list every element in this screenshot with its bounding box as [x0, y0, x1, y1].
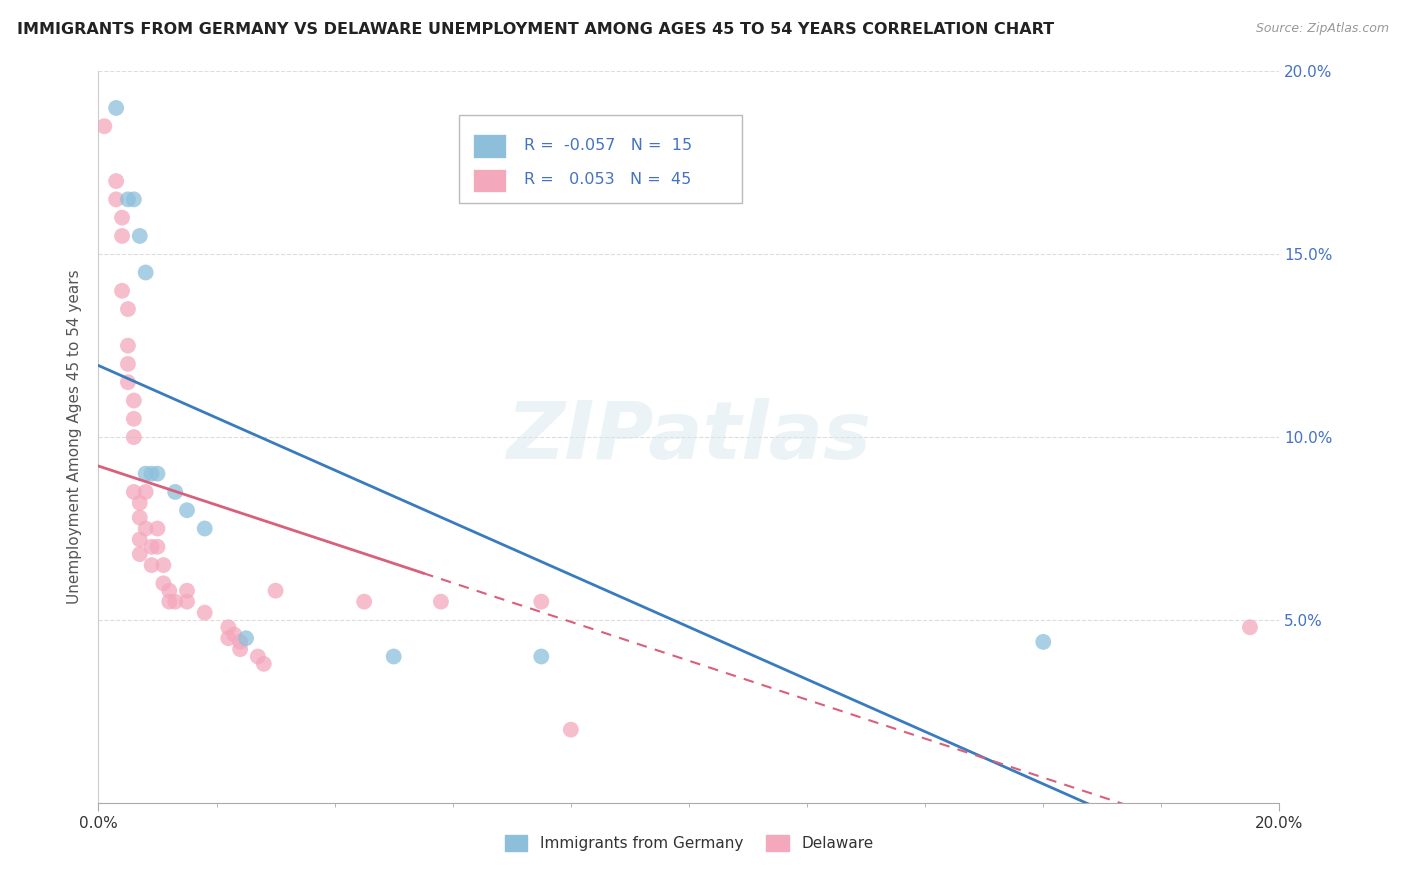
Point: [235, 632, 257, 646]
Point: [117, 301, 139, 317]
Point: [128, 547, 150, 561]
Point: [253, 657, 276, 671]
Point: [152, 558, 174, 573]
Legend: Immigrants from Germany, Delaware: Immigrants from Germany, Delaware: [498, 830, 880, 857]
Point: [176, 503, 198, 517]
FancyBboxPatch shape: [458, 115, 742, 203]
Point: [135, 521, 157, 535]
Point: [530, 594, 553, 608]
Text: Source: ZipAtlas.com: Source: ZipAtlas.com: [1256, 22, 1389, 36]
Point: [1032, 635, 1054, 649]
Point: [122, 192, 145, 206]
Text: R =  -0.057   N =  15: R = -0.057 N = 15: [523, 137, 692, 153]
Point: [146, 540, 169, 554]
Point: [246, 649, 269, 664]
Point: [105, 101, 128, 115]
Point: [157, 583, 180, 598]
Point: [111, 284, 134, 298]
Point: [152, 576, 174, 591]
Point: [165, 594, 187, 608]
Point: [157, 594, 180, 608]
Point: [176, 583, 198, 598]
Point: [117, 357, 139, 371]
Point: [430, 594, 453, 608]
Point: [176, 594, 198, 608]
FancyBboxPatch shape: [472, 169, 506, 192]
Point: [93, 120, 115, 134]
Text: R =   0.053   N =  45: R = 0.053 N = 45: [523, 172, 690, 187]
Point: [111, 211, 134, 225]
Point: [141, 558, 163, 573]
Point: [217, 620, 239, 634]
Point: [194, 521, 217, 535]
Point: [122, 412, 145, 426]
Point: [229, 642, 252, 657]
Point: [560, 723, 582, 737]
Point: [229, 635, 252, 649]
Point: [141, 540, 163, 554]
Point: [135, 266, 157, 280]
Point: [128, 510, 150, 524]
Point: [122, 430, 145, 444]
Point: [224, 627, 246, 641]
Point: [105, 192, 128, 206]
Point: [135, 485, 157, 500]
Point: [146, 521, 169, 535]
FancyBboxPatch shape: [472, 135, 506, 158]
Point: [135, 467, 157, 481]
Point: [117, 375, 139, 389]
Point: [105, 174, 128, 188]
Point: [117, 338, 139, 352]
Point: [122, 485, 145, 500]
Text: IMMIGRANTS FROM GERMANY VS DELAWARE UNEMPLOYMENT AMONG AGES 45 TO 54 YEARS CORRE: IMMIGRANTS FROM GERMANY VS DELAWARE UNEM…: [17, 22, 1054, 37]
Point: [194, 606, 217, 620]
Point: [530, 649, 553, 664]
Point: [128, 533, 150, 547]
Point: [141, 467, 163, 481]
Point: [264, 583, 287, 598]
Point: [382, 649, 405, 664]
Point: [122, 393, 145, 408]
Text: ZIPatlas: ZIPatlas: [506, 398, 872, 476]
Point: [1239, 620, 1261, 634]
Point: [117, 192, 139, 206]
Point: [111, 229, 134, 244]
Point: [128, 229, 150, 244]
Y-axis label: Unemployment Among Ages 45 to 54 years: Unemployment Among Ages 45 to 54 years: [67, 269, 83, 605]
Point: [146, 467, 169, 481]
Point: [353, 594, 375, 608]
Point: [128, 496, 150, 510]
Point: [217, 632, 239, 646]
Point: [165, 485, 187, 500]
